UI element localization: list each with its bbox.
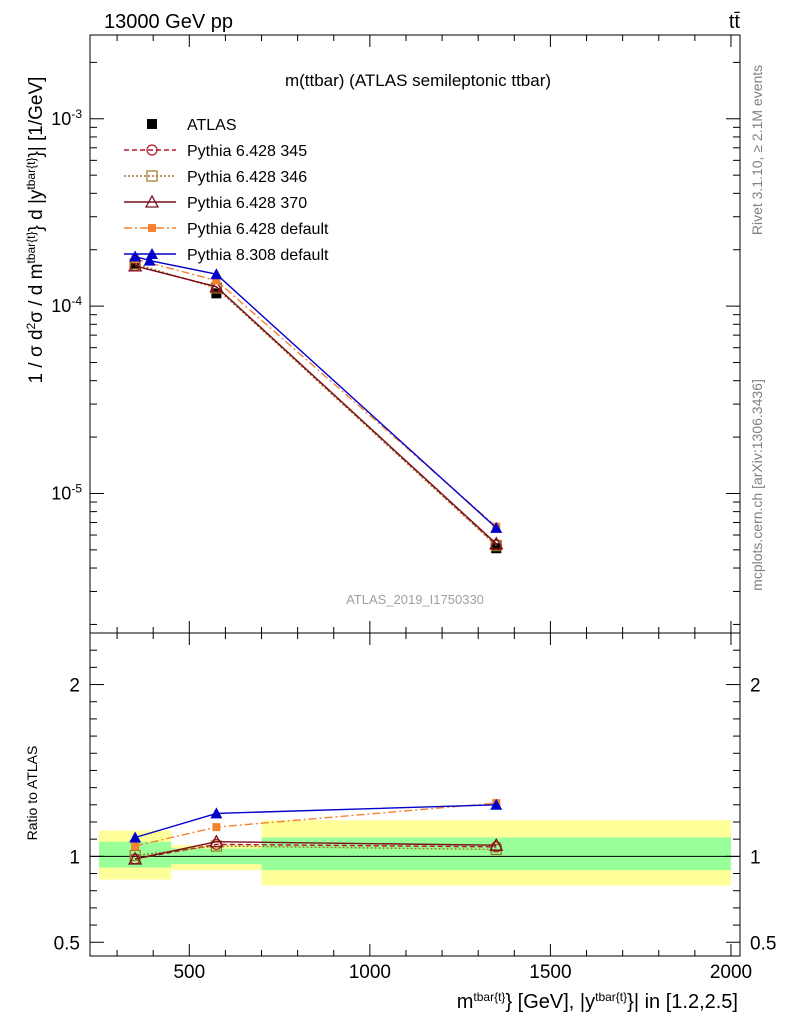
ratio-uncertainty-bands <box>90 820 740 886</box>
ratio-point-p8def-1 <box>210 807 223 819</box>
legend-marker-p346 <box>146 170 158 182</box>
y-ratio-label-right-1: 1 <box>750 847 761 868</box>
legend-label-p370: Pythia 6.428 370 <box>187 195 307 212</box>
main-line-p8def <box>134 255 497 529</box>
ratio-line-p346 <box>135 845 497 857</box>
watermark: ATLAS_2019_I1750330 <box>346 592 484 607</box>
y-main-tick-label--5: 10-5 <box>51 481 82 503</box>
legend-label-p8def: Pythia 8.308 default <box>187 247 329 264</box>
legend-marker-p8def <box>146 248 158 259</box>
y-ratio-label-left-2: 2 <box>69 676 80 697</box>
legend-marker-p370 <box>144 194 160 208</box>
ratio-point-p8def-2 <box>490 798 503 810</box>
ratio-point-p6def-1 <box>212 823 221 832</box>
x-axis-label: mtbar{t}} [GeV], |ytbar{t}}| in [1.2,2.5… <box>457 990 738 1013</box>
y-ratio-label-left-1: 1 <box>69 847 80 868</box>
legend-marker-p345 <box>146 144 158 156</box>
header-right: tt̄ <box>729 11 741 33</box>
y-ratio-label-left-0: 0.5 <box>54 933 80 954</box>
main-line-p346 <box>134 263 497 547</box>
ratio-line-p345 <box>134 843 497 860</box>
x-tick-label-3: 2000 <box>710 962 752 983</box>
main-line-p6def <box>134 258 497 528</box>
legend-marker-data <box>147 119 157 129</box>
x-tick-label-0: 500 <box>173 962 205 983</box>
ratio-ylabel: Ratio to ATLAS <box>24 746 40 841</box>
y-ratio-label-right-2: 2 <box>750 676 761 697</box>
rivet-label: Rivet 3.1.10, ≥ 2.1M events <box>749 65 765 235</box>
x-tick-label-2: 1500 <box>529 962 571 983</box>
ratio-panel-frame <box>89 632 741 957</box>
main-point-p370-2 <box>489 536 504 550</box>
main-point-p8def-0 <box>129 250 142 262</box>
ratio-point-p370-0 <box>128 851 143 865</box>
ratio-point-p346-0 <box>129 849 141 862</box>
main-ylabel: 1 / σ d2σ / d mtbar{t}} d |ytbar{t}}| [1… <box>24 77 47 384</box>
main-point-p370-0 <box>128 258 143 272</box>
ratio-point-p370-2 <box>489 837 504 851</box>
main-point-p8def-1 <box>143 254 156 266</box>
y-ratio-label-right-0: 0.5 <box>750 933 776 954</box>
mcplots-label: mcplots.cern.ch [arXiv:1306.3436] <box>749 379 765 591</box>
legend-label-p346: Pythia 6.428 346 <box>187 169 307 186</box>
main-line-p345 <box>134 265 497 546</box>
main-line-p370 <box>134 265 497 545</box>
legend-label-p345: Pythia 6.428 345 <box>187 143 307 160</box>
ratio-point-p8def-0 <box>129 831 142 843</box>
y-main-tick-label--3: 10-3 <box>51 107 82 129</box>
ratio-series-group <box>128 798 504 865</box>
y-main-tick-label--4: 10-4 <box>51 294 82 316</box>
main-point-p8def-3 <box>490 521 503 533</box>
legend-label-data: ATLAS <box>187 117 237 134</box>
main-series-group <box>128 250 504 554</box>
main-point-p8def-2 <box>210 268 223 280</box>
main-point-p6def-1 <box>212 276 221 285</box>
header-left: 13000 GeV pp <box>104 11 233 33</box>
legend-label-p6def: Pythia 6.428 default <box>187 221 329 238</box>
ratio-point-p370-1 <box>209 834 224 848</box>
chart-title: m(ttbar) (ATLAS semileptonic ttbar) <box>285 71 551 90</box>
ratio-line-p370 <box>134 840 497 860</box>
x-tick-label-1: 1000 <box>349 962 391 983</box>
legend-marker-p6def <box>148 224 156 232</box>
ratio-point-p6def-0 <box>131 842 140 851</box>
main-point-p370-1 <box>209 279 224 293</box>
legend: ATLAS Pythia 6.428 345 Pythia 6.428 346 Pyt… <box>124 117 329 264</box>
axis-ticks: 500 1000 1500 2000 10-5 10-4 10-3 0.5 0.5 1 1 2 2 <box>51 35 776 983</box>
